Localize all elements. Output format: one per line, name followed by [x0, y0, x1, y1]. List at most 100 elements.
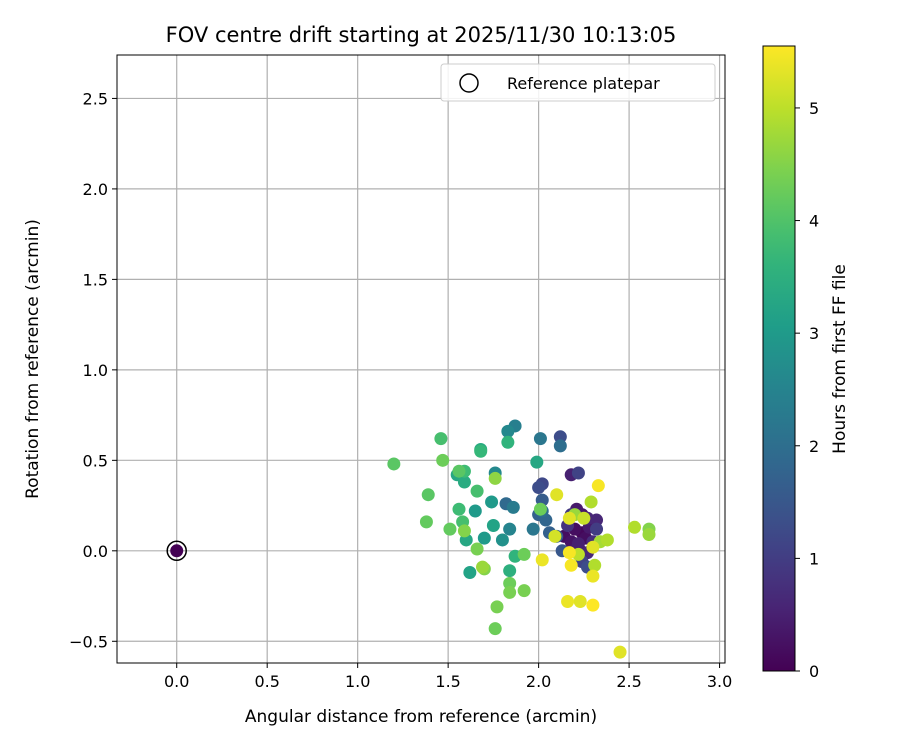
data-point	[571, 466, 585, 480]
legend-box	[440, 63, 716, 102]
data-point	[530, 455, 544, 469]
colorbar-tick-label: 1	[809, 549, 819, 568]
colorbar-tick-label: 2	[809, 437, 819, 456]
data-point	[506, 500, 520, 514]
data-point	[457, 475, 471, 489]
colorbar-tick-label: 3	[809, 324, 819, 343]
data-point	[586, 540, 600, 554]
colorbar-tick-label: 5	[809, 99, 819, 118]
x-tick-label: 1.0	[345, 672, 370, 691]
data-point	[600, 533, 614, 547]
data-point	[561, 594, 575, 608]
data-point	[503, 576, 517, 590]
data-point	[457, 524, 471, 538]
legend: Reference platepar	[440, 63, 716, 102]
data-point	[436, 453, 450, 467]
data-point	[434, 432, 448, 446]
data-point	[477, 531, 491, 545]
data-points	[387, 419, 656, 659]
data-point	[628, 520, 642, 534]
data-point	[577, 511, 591, 525]
data-point	[588, 558, 602, 572]
y-axis-ticks: −0.5 0.0 0.5 1.0 1.5 2.0 2.5	[69, 89, 117, 651]
colorbar-label: Hours from first FF file	[830, 264, 850, 454]
data-point	[503, 585, 517, 599]
data-point	[468, 504, 482, 518]
data-point	[495, 533, 509, 547]
data-point	[486, 518, 500, 532]
data-point	[590, 522, 604, 536]
data-point	[573, 594, 587, 608]
data-point	[503, 564, 517, 578]
y-tick-label: −0.5	[69, 632, 108, 651]
x-tick-label: 3.0	[707, 672, 732, 691]
data-point	[553, 439, 567, 453]
data-point	[452, 502, 466, 516]
data-point	[535, 553, 549, 567]
colorbar-ticks: 0 1 2 3 4 5	[795, 99, 819, 681]
data-point	[488, 622, 502, 636]
x-tick-label: 2.0	[526, 672, 551, 691]
data-point	[586, 569, 600, 583]
y-tick-label: 2.5	[83, 89, 108, 108]
data-point	[526, 522, 540, 536]
data-point	[470, 484, 484, 498]
data-point	[553, 430, 567, 444]
data-point	[586, 598, 600, 612]
x-tick-label: 0.0	[164, 672, 189, 691]
colorbar-tick-label: 0	[809, 662, 819, 681]
data-point	[548, 529, 562, 543]
data-point	[452, 464, 466, 478]
data-point	[476, 560, 490, 574]
data-point	[463, 566, 477, 580]
data-point	[550, 488, 564, 502]
data-point	[642, 528, 656, 542]
data-point	[488, 471, 502, 485]
data-point	[533, 502, 547, 516]
data-point	[517, 547, 531, 561]
x-tick-label: 0.5	[254, 672, 279, 691]
data-point	[443, 522, 457, 536]
data-point	[562, 511, 576, 525]
data-point	[590, 513, 604, 527]
y-tick-label: 2.0	[83, 180, 108, 199]
x-axis-ticks: 0.0 0.5 1.0 1.5 2.0 2.5 3.0	[164, 663, 732, 691]
grid-lines	[117, 55, 725, 663]
reference-point-marker	[166, 540, 187, 562]
data-point	[387, 457, 401, 471]
y-tick-label: 0.5	[83, 451, 108, 470]
data-point	[474, 444, 488, 458]
data-point	[501, 435, 515, 449]
data-point	[532, 480, 546, 494]
reference-point-fill	[170, 544, 184, 558]
reference-point-group	[166, 540, 187, 562]
data-point	[564, 558, 578, 572]
data-point	[470, 542, 484, 556]
data-point	[613, 645, 627, 659]
legend-marker	[459, 73, 479, 93]
data-point	[571, 537, 585, 551]
x-tick-label: 2.5	[616, 672, 641, 691]
y-axis-label: Rotation from reference (arcmin)	[23, 219, 43, 499]
plot-frame	[116, 54, 726, 664]
data-point	[421, 488, 435, 502]
x-axis-label: Angular distance from reference (arcmin)	[245, 707, 597, 727]
data-point	[591, 479, 605, 493]
colorbar	[762, 45, 796, 672]
y-tick-label: 0.0	[83, 542, 108, 561]
x-tick-label: 1.5	[435, 672, 460, 691]
data-point	[517, 584, 531, 598]
y-tick-label: 1.0	[83, 361, 108, 380]
data-point	[503, 522, 517, 536]
data-point	[490, 600, 504, 614]
data-point	[533, 432, 547, 446]
data-point	[584, 495, 598, 509]
colorbar-tick-label: 4	[809, 212, 819, 231]
y-tick-label: 1.5	[83, 270, 108, 289]
data-point	[501, 424, 515, 438]
chart-title: FOV centre drift starting at 2025/11/30 …	[166, 23, 677, 47]
data-point	[562, 546, 576, 560]
data-point	[485, 495, 499, 509]
legend-entry-reference-platepar: Reference platepar	[507, 74, 660, 93]
